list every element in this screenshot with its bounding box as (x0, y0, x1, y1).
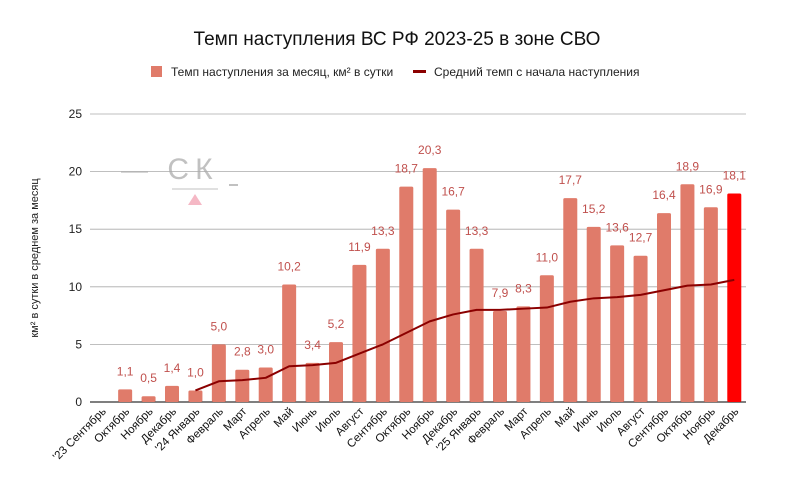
data-label: 11,0 (536, 250, 559, 264)
bar (680, 184, 695, 402)
bar (141, 396, 156, 402)
data-label: 15,2 (582, 202, 606, 216)
watermark-logo: СК (121, 153, 238, 205)
bar (469, 248, 484, 402)
bar (539, 275, 554, 402)
bar (282, 284, 297, 402)
data-label: 16,9 (699, 182, 723, 196)
bar (516, 306, 531, 402)
x-tick-label: Июнь (291, 406, 320, 435)
legend-swatch-line (413, 70, 426, 73)
y-tick-label: 25 (69, 107, 83, 121)
y-tick-label: 0 (75, 395, 82, 409)
data-label: 16,4 (652, 188, 676, 202)
bar (493, 310, 507, 402)
data-label: 18,7 (395, 162, 419, 176)
bar (188, 390, 203, 402)
bar (446, 209, 461, 402)
chart-title: Темп наступления ВС РФ 2023-25 в зоне СВ… (194, 29, 601, 50)
bar (703, 207, 718, 402)
bar (633, 255, 648, 402)
bar (118, 389, 133, 402)
data-label: 7,9 (492, 286, 509, 300)
legend-label-bar: Темп наступления за месяц, км² в сутки (171, 65, 393, 79)
data-label: 20,3 (418, 143, 442, 157)
y-tick-label: 15 (69, 222, 83, 236)
bar (657, 213, 671, 402)
bar (258, 367, 273, 402)
data-label: 12,7 (629, 231, 653, 245)
legend-swatch-bar (151, 66, 162, 77)
data-label: 17,7 (559, 173, 583, 187)
data-label: 13,6 (605, 220, 629, 234)
y-tick-label: 5 (75, 337, 82, 351)
bar (305, 362, 320, 402)
watermark-text: СК (167, 153, 218, 186)
data-label: 16,7 (441, 185, 465, 199)
bar (586, 226, 601, 402)
bar (399, 186, 414, 402)
bar (375, 248, 390, 402)
bar (211, 344, 226, 402)
bar (165, 385, 179, 402)
data-label: 5,2 (328, 317, 345, 331)
legend-label-line: Средний темп с начала наступления (434, 65, 639, 79)
data-label: 13,3 (371, 224, 395, 238)
x-tick-label: Июнь (572, 406, 601, 435)
data-label: 11,9 (348, 240, 371, 254)
bar (329, 342, 343, 402)
data-label: 1,4 (164, 361, 181, 375)
data-label: 8,3 (515, 281, 532, 295)
data-label: 3,0 (257, 342, 274, 356)
bar (422, 168, 437, 402)
data-label: 2,8 (234, 345, 251, 359)
data-label: 5,0 (211, 319, 228, 333)
data-label: 3,4 (304, 338, 321, 352)
y-tick-label: 20 (69, 165, 83, 179)
bar (235, 369, 250, 402)
y-tick-label: 10 (69, 280, 83, 294)
data-label: 10,2 (277, 259, 301, 273)
data-label: 1,0 (187, 365, 204, 379)
bar (563, 198, 578, 402)
y-axis-label: км² в сутки в среднем за месяц (29, 178, 41, 338)
data-label: 0,5 (140, 371, 157, 385)
bar (352, 264, 367, 402)
data-label: 18,9 (676, 159, 700, 173)
legend: Темп наступления за месяц, км² в сутки С… (151, 65, 639, 79)
data-label: 18,1 (723, 168, 747, 182)
bar (727, 193, 742, 402)
average-line (195, 278, 735, 392)
data-label: 13,3 (465, 224, 489, 238)
data-label: 1,1 (117, 364, 134, 378)
bar (610, 245, 625, 402)
